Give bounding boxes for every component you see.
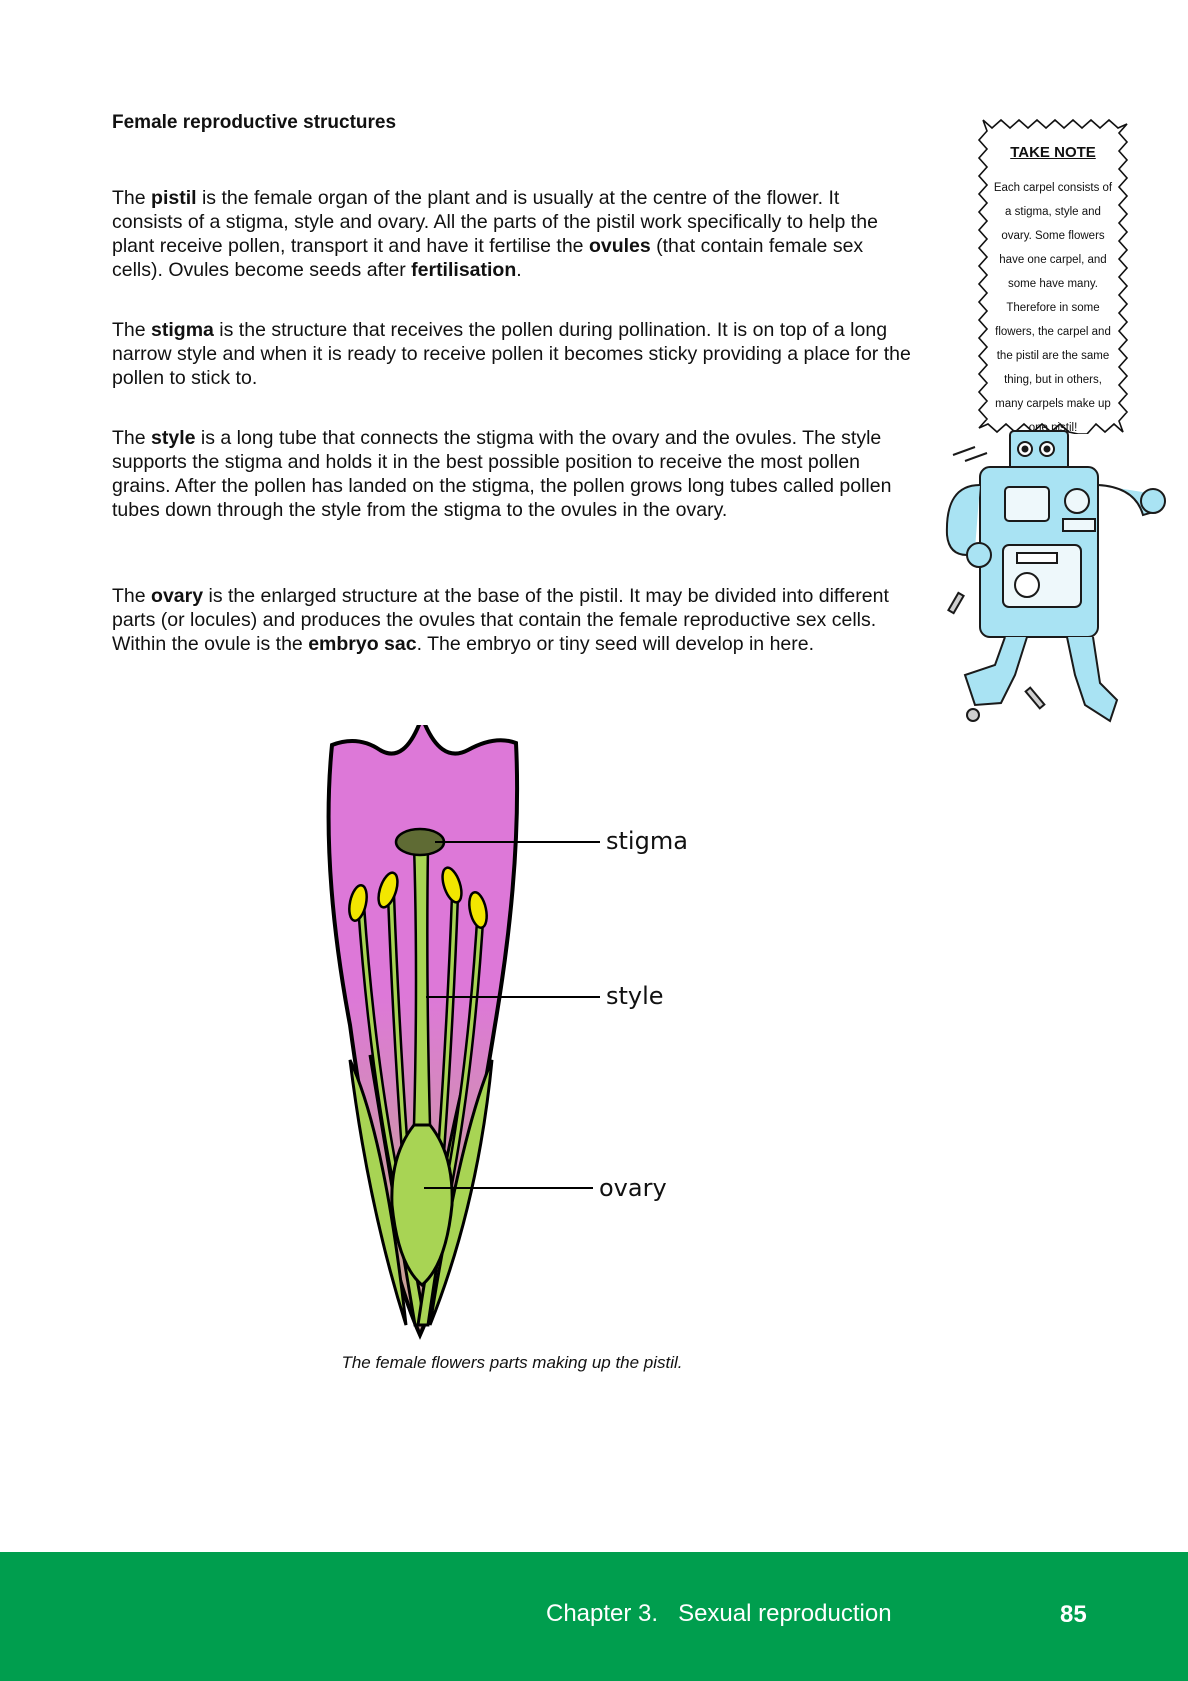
text: is the enlarged structure at the base of… xyxy=(112,585,889,655)
text: The xyxy=(112,585,152,607)
figure-caption: The female flowers parts making up the p… xyxy=(341,1353,683,1372)
term-ovules: ovules xyxy=(588,235,651,257)
text: . The embryo or tiny seed will develop i… xyxy=(416,633,815,655)
label-style: style xyxy=(606,982,664,1010)
style-tube xyxy=(412,843,432,1127)
term-stigma: stigma xyxy=(151,319,214,341)
style-paragraph: The style is a long tube that connects t… xyxy=(112,426,912,522)
text: . xyxy=(516,259,522,281)
robot-illustration xyxy=(945,430,1166,723)
page-number: 85 xyxy=(1060,1601,1087,1628)
text: is the structure that receives the polle… xyxy=(112,319,911,389)
pistil-paragraph: The pistil is the female organ of the pl… xyxy=(112,186,912,282)
take-note-body: Each carpel consists of a stigma, style … xyxy=(993,182,1113,434)
section-heading: Female reproductive structures xyxy=(112,112,397,133)
text: The xyxy=(112,187,152,209)
term-pistil: pistil xyxy=(151,187,197,209)
text: is a long tube that connects the stigma … xyxy=(112,427,892,521)
text: The xyxy=(112,319,152,341)
take-note-title: TAKE NOTE xyxy=(1010,144,1096,161)
stigma-paragraph: The stigma is the structure that receive… xyxy=(112,318,912,390)
sepal xyxy=(428,1059,494,1326)
text: (that contain female sex cells). Ovules … xyxy=(112,235,864,281)
page-footer: Chapter 3. Sexual reproduction 85 xyxy=(0,1552,1188,1681)
take-note-callout: TAKE NOTE Each carpel consists of a stig… xyxy=(977,118,1129,434)
term-style: style xyxy=(151,427,196,449)
label-stigma: stigma xyxy=(606,827,688,855)
text: is the female organ of the plant and is … xyxy=(112,187,878,257)
pistil-diagram: stigma style ovary xyxy=(326,725,688,1340)
text: The xyxy=(112,427,152,449)
ovary-body xyxy=(390,1123,454,1287)
term-fertilisation: fertilisation xyxy=(411,259,517,281)
ovary-paragraph: The ovary is the enlarged structure at t… xyxy=(112,584,912,656)
jagged-border xyxy=(977,118,1129,434)
term-embryo-sac: embryo sac xyxy=(308,633,417,655)
sepal xyxy=(348,1059,408,1326)
chapter-title: Chapter 3. Sexual reproduction xyxy=(546,1600,892,1627)
label-ovary: ovary xyxy=(599,1174,667,1202)
term-ovary: ovary xyxy=(151,585,204,607)
